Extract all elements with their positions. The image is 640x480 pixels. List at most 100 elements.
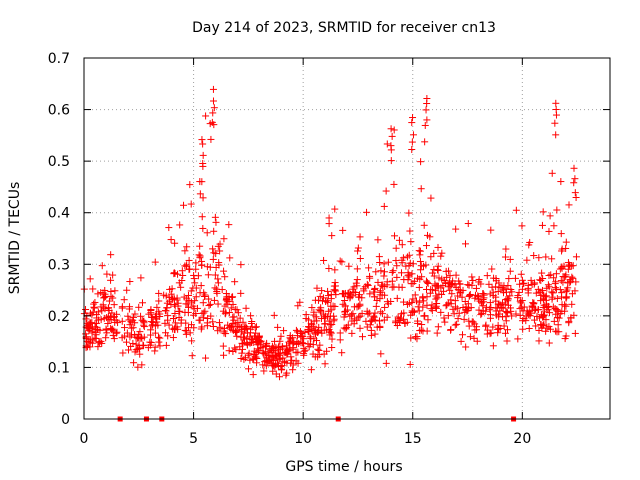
data-point	[552, 99, 560, 107]
chart-title: Day 214 of 2023, SRMTID for receiver cn1…	[192, 20, 496, 36]
data-point	[477, 311, 485, 319]
data-point	[458, 293, 466, 301]
data-point	[346, 293, 354, 301]
data-point	[95, 339, 103, 347]
data-point	[109, 271, 117, 279]
data-point	[520, 303, 528, 311]
data-point	[98, 307, 106, 315]
data-point	[155, 297, 163, 305]
data-point	[553, 206, 561, 214]
data-point	[380, 260, 388, 268]
data-point	[345, 289, 353, 297]
data-point	[538, 221, 546, 229]
data-point	[188, 337, 196, 345]
data-point	[451, 321, 459, 329]
data-point	[270, 356, 278, 364]
data-point	[571, 175, 579, 183]
data-point	[487, 329, 495, 337]
data-point	[328, 344, 336, 352]
data-point	[247, 335, 255, 343]
data-point	[444, 312, 452, 320]
data-point	[371, 330, 379, 338]
data-point	[552, 270, 560, 278]
data-point	[307, 366, 315, 374]
data-point	[103, 314, 111, 322]
data-point	[545, 339, 553, 347]
data-point	[514, 335, 522, 343]
data-point	[470, 334, 478, 342]
data-point	[227, 304, 235, 312]
data-point	[86, 319, 94, 327]
data-point	[540, 293, 548, 301]
data-point	[541, 308, 549, 316]
data-point	[198, 136, 206, 144]
data-point	[327, 295, 335, 303]
y-tick-label: 0.5	[48, 154, 70, 170]
data-point	[229, 313, 237, 321]
data-point	[527, 276, 535, 284]
data-point	[421, 312, 429, 320]
data-point	[390, 126, 398, 134]
data-point	[451, 297, 459, 305]
data-point	[557, 277, 565, 285]
data-point	[273, 352, 281, 360]
data-point	[354, 244, 362, 252]
data-point	[111, 287, 119, 295]
data-point	[453, 305, 461, 313]
data-point	[151, 329, 159, 337]
data-point	[382, 187, 390, 195]
data-point	[331, 205, 339, 213]
data-point	[516, 280, 524, 288]
data-point	[501, 253, 509, 261]
data-point	[130, 359, 138, 367]
data-point	[432, 302, 440, 310]
data-point	[206, 300, 214, 308]
data-point	[175, 308, 183, 316]
data-point	[507, 307, 515, 315]
data-point	[211, 271, 219, 279]
data-point	[381, 303, 389, 311]
data-point	[292, 326, 300, 334]
data-point	[214, 242, 222, 250]
data-point	[506, 267, 514, 275]
data-point	[134, 363, 142, 371]
data-point	[88, 311, 96, 319]
data-point	[539, 312, 547, 320]
data-point	[420, 297, 428, 305]
data-point	[125, 346, 133, 354]
data-point	[162, 329, 170, 337]
data-point	[548, 255, 556, 263]
data-point	[182, 319, 190, 327]
data-point	[572, 194, 580, 202]
data-point	[363, 208, 371, 216]
data-point	[380, 202, 388, 210]
data-point	[424, 316, 432, 324]
data-point	[516, 305, 524, 313]
data-point	[512, 310, 520, 318]
data-point	[422, 242, 430, 250]
data-point	[475, 293, 483, 301]
data-point	[308, 327, 316, 335]
data-point	[270, 311, 278, 319]
data-point	[449, 305, 457, 313]
data-point	[548, 169, 556, 177]
data-point	[167, 236, 175, 244]
data-point	[561, 335, 569, 343]
data-point	[452, 225, 460, 233]
data-point	[136, 350, 144, 358]
data-point	[210, 249, 218, 257]
data-point	[526, 238, 534, 246]
data-point	[294, 328, 302, 336]
data-point	[102, 326, 110, 334]
data-point	[395, 236, 403, 244]
data-point	[409, 307, 417, 315]
data-point	[247, 319, 255, 327]
data-point	[536, 276, 544, 284]
data-point	[275, 342, 283, 350]
data-point	[213, 285, 221, 293]
data-point	[86, 275, 94, 283]
data-point	[315, 306, 323, 314]
data-point	[301, 328, 309, 336]
data-point	[287, 353, 295, 361]
data-point	[137, 312, 145, 320]
